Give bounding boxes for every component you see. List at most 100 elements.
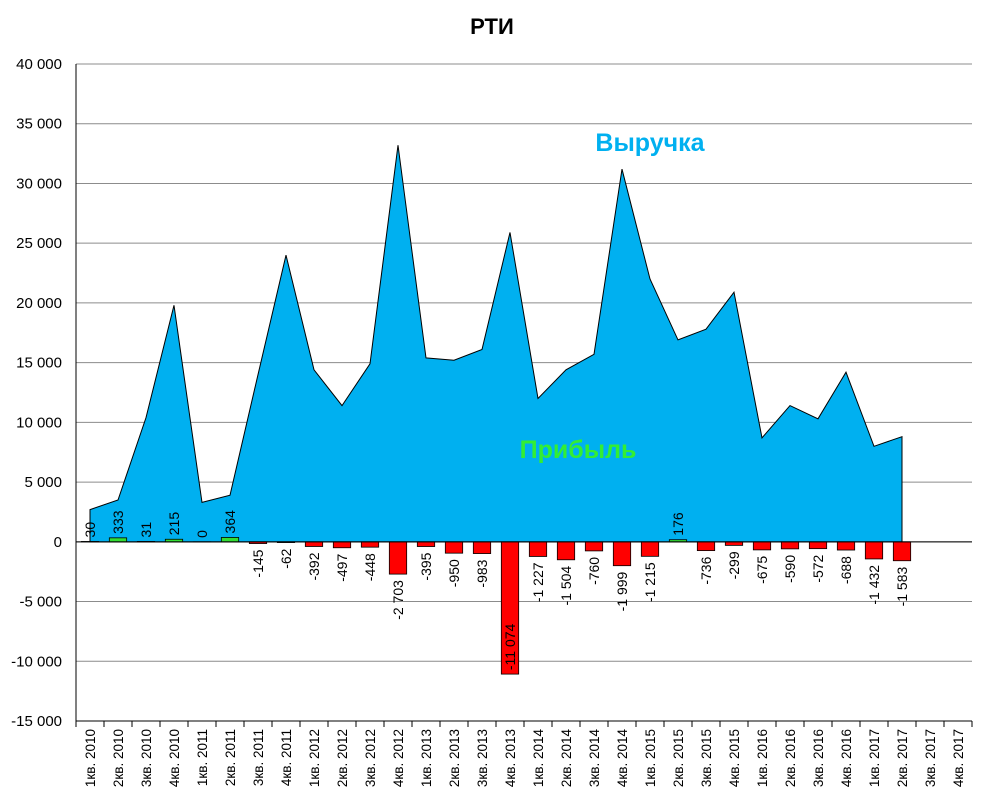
x-tick-label: 4кв. 2016 — [839, 729, 854, 787]
profit-data-label: -1 583 — [894, 567, 910, 607]
chart-title: РТИ — [470, 14, 514, 39]
x-axis-ticks: 1кв. 2010 2кв. 2010 3кв. 2010 4кв. 2010 1кв.… — [83, 729, 966, 788]
x-tick-label: 4кв. 2011 — [279, 729, 294, 786]
profit-data-label: -62 — [278, 548, 294, 568]
profit-data-label: -590 — [782, 555, 798, 583]
profit-data-label: -1 432 — [866, 565, 882, 605]
y-tick-label: 20 000 — [16, 295, 62, 312]
profit-data-label: -2 703 — [390, 580, 406, 620]
profit-data-label: 0 — [194, 530, 210, 538]
profit-data-label: -1 504 — [558, 566, 574, 606]
x-tick-label: 4кв. 2010 — [167, 729, 182, 787]
profit-bar — [472, 541, 492, 554]
profit-data-label: -983 — [474, 559, 490, 587]
x-tick-label: 2кв. 2016 — [783, 729, 798, 787]
profit-bar — [724, 541, 744, 546]
axes — [75, 64, 973, 727]
y-axis-ticks: 40 000 35 000 30 000 25 000 20 000 15 000 10 0… — [11, 56, 62, 730]
x-tick-label: 4кв. 2017 — [951, 729, 966, 787]
profit-data-label: -760 — [586, 557, 602, 585]
profit-data-label: -395 — [418, 552, 434, 580]
profit-bar — [416, 541, 436, 547]
profit-bar — [808, 541, 828, 550]
profit-data-label: 30 — [82, 522, 98, 538]
profit-data-label: -392 — [306, 552, 322, 580]
profit-data-label: -688 — [838, 556, 854, 584]
y-tick-label: 0 — [54, 534, 62, 551]
x-tick-label: 2кв. 2013 — [447, 729, 462, 787]
profit-bar — [780, 541, 800, 550]
profit-bar — [696, 541, 716, 552]
y-tick-label: -10 000 — [11, 653, 62, 670]
x-tick-label: 1кв. 2016 — [755, 729, 770, 787]
profit-data-label: -1 215 — [642, 562, 658, 602]
profit-bar — [892, 541, 912, 562]
x-tick-label: 3кв. 2012 — [363, 729, 378, 787]
profit-bar — [360, 541, 380, 548]
profit-bar — [304, 541, 324, 547]
x-tick-label: 3кв. 2017 — [923, 729, 938, 787]
x-tick-label: 3кв. 2015 — [699, 729, 714, 787]
x-tick-label: 1кв. 2010 — [83, 729, 98, 787]
x-tick-label: 1кв. 2015 — [643, 729, 658, 787]
x-tick-label: 4кв. 2012 — [391, 729, 406, 787]
profit-data-label: -1 227 — [530, 562, 546, 602]
profit-data-label: 364 — [222, 510, 238, 534]
x-tick-label: 2кв. 2017 — [895, 729, 910, 787]
profit-data-label: 333 — [110, 510, 126, 534]
x-tick-label: 4кв. 2014 — [615, 729, 630, 788]
x-tick-label: 2кв. 2010 — [111, 729, 126, 787]
profit-bar — [332, 541, 352, 549]
profit-bar — [108, 537, 128, 543]
profit-data-label: -299 — [726, 551, 742, 579]
profit-data-label: -11 074 — [502, 623, 518, 670]
profit-series-label: Прибыль — [520, 436, 637, 464]
profit-data-label: -497 — [334, 554, 350, 582]
profit-bar — [528, 541, 548, 557]
x-tick-label: 2кв. 2014 — [559, 729, 574, 788]
y-tick-label: 15 000 — [16, 355, 62, 372]
profit-bar — [220, 537, 240, 543]
revenue-area — [89, 145, 903, 543]
x-tick-label: 4кв. 2015 — [727, 729, 742, 787]
y-tick-label: -15 000 — [11, 713, 62, 730]
x-tick-label: 3кв. 2016 — [811, 729, 826, 787]
x-tick-label: 1кв. 2012 — [307, 729, 322, 787]
profit-data-label: -736 — [698, 556, 714, 584]
x-tick-label: 1кв. 2014 — [531, 729, 546, 788]
profit-bar — [444, 541, 464, 554]
profit-data-label: -950 — [446, 559, 462, 587]
revenue-series-label: Выручка — [595, 129, 705, 157]
profit-bar — [612, 541, 632, 567]
profit-bar — [556, 541, 576, 561]
x-tick-label: 2кв. 2011 — [223, 729, 238, 786]
y-tick-label: 10 000 — [16, 414, 62, 431]
x-tick-label: 4кв. 2013 — [503, 729, 518, 787]
y-tick-label: 40 000 — [16, 56, 62, 73]
x-tick-label: 3кв. 2011 — [251, 729, 266, 786]
profit-bar-layer — [80, 537, 912, 675]
profit-data-label: -675 — [754, 556, 770, 584]
profit-data-label: 31 — [138, 522, 154, 538]
profit-bar — [864, 541, 884, 560]
y-tick-label: 5 000 — [24, 474, 62, 491]
profit-bar — [836, 541, 856, 551]
x-tick-label: 3кв. 2013 — [475, 729, 490, 787]
profit-data-label: 215 — [166, 512, 182, 536]
x-tick-label: 2кв. 2012 — [335, 729, 350, 787]
profit-data-label: -1 999 — [614, 571, 630, 611]
x-tick-label: 1кв. 2017 — [867, 729, 882, 787]
x-tick-label: 3кв. 2014 — [587, 729, 602, 788]
revenue-area-layer — [89, 145, 903, 543]
profit-bar — [584, 541, 604, 552]
x-tick-label: 1кв. 2011 — [195, 729, 210, 786]
x-tick-label: 1кв. 2013 — [419, 729, 434, 787]
profit-data-label: 176 — [670, 512, 686, 536]
x-tick-label: 2кв. 2015 — [671, 729, 686, 787]
y-tick-label: 25 000 — [16, 235, 62, 252]
profit-bar — [388, 541, 408, 575]
x-tick-label: 3кв. 2010 — [139, 729, 154, 787]
profit-bar — [752, 541, 772, 551]
y-tick-label: 35 000 — [16, 116, 62, 133]
